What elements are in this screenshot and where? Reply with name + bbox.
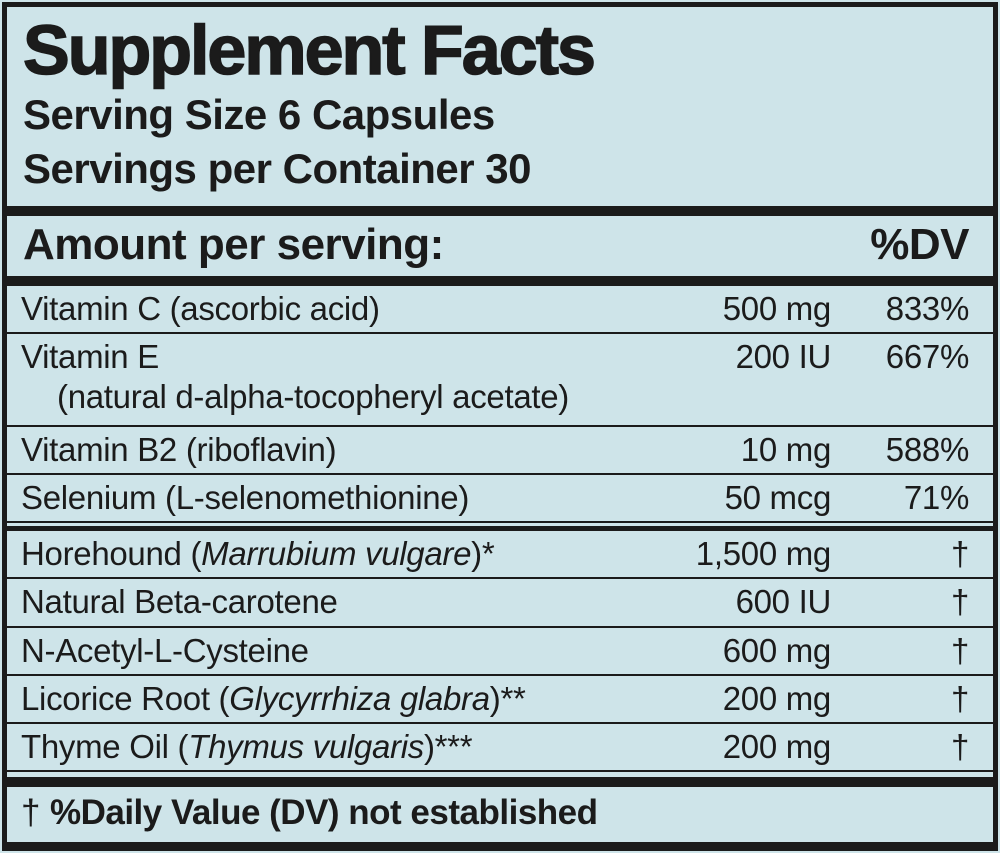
nutrient-dv: 833% [885, 289, 970, 327]
nutrient-name: Thyme Oil (Thymus vulgaris)*** [21, 727, 651, 767]
nutrient-dv: † [950, 583, 969, 621]
nutrient-name: Vitamin E [21, 337, 651, 377]
nutrient-amount: 500 mg [722, 289, 832, 327]
dagger-symbol: † [21, 793, 40, 833]
nutrient-dv: † [950, 728, 969, 766]
nutrient-name-text: Natural Beta-carotene [21, 583, 338, 621]
nutrient-name: Vitamin B2 (riboflavin) [21, 430, 651, 470]
row-line: Licorice Root (Glycyrrhiza glabra)** 200… [21, 679, 969, 719]
nutrient-name: Licorice Root (Glycyrrhiza glabra)** [21, 679, 651, 719]
nutrient-amount: 10 mg [740, 430, 832, 468]
nutrient-name-suffix: )* [471, 535, 495, 573]
medium-rule [7, 521, 993, 532]
serving-size: Serving Size 6 Capsules [23, 91, 495, 139]
nutrient-amount: 200 IU [735, 338, 832, 376]
nutrient-dv: 667% [885, 338, 970, 376]
nutrient-name: N-Acetyl-L-Cysteine [21, 631, 651, 671]
nutrient-name: Natural Beta-carotene [21, 582, 651, 622]
dv-column-header: %DV [870, 219, 969, 269]
nutrient-row-licorice: Licorice Root (Glycyrrhiza glabra)** 200… [7, 676, 993, 725]
nutrient-name-suffix: )** [489, 679, 526, 717]
thick-rule [7, 205, 993, 216]
footer-rule [7, 770, 993, 788]
nutrient-amount: 600 IU [735, 583, 832, 621]
column-header-row: Amount per serving: %DV [7, 216, 993, 276]
panel-title: Supplement Facts [22, 11, 596, 89]
nutrient-amount: 200 mg [722, 728, 832, 766]
nutrient-row-nac: N-Acetyl-L-Cysteine 600 mg † [7, 628, 993, 676]
row-line: Horehound (Marrubium vulgare)* 1,500 mg … [21, 534, 969, 574]
nutrient-dv: 71% [903, 478, 969, 516]
footnote: † %Daily Value (DV) not established [7, 787, 993, 842]
row-line: Thyme Oil (Thymus vulgaris)*** 200 mg † [21, 727, 969, 767]
nutrient-name-text: Thyme Oil ( [21, 728, 189, 766]
nutrient-dv: † [950, 535, 969, 573]
nutrient-name-text: Horehound ( [21, 535, 202, 573]
nutrient-name-text: Selenium (L-selenomethionine) [21, 478, 470, 516]
label-header: Supplement Facts Serving Size 6 Capsules… [7, 7, 993, 206]
row-line: Vitamin C (ascorbic acid) 500 mg 833% [21, 289, 969, 329]
nutrient-dv: † [950, 631, 969, 669]
nutrient-name-text: Licorice Root ( [21, 679, 230, 717]
nutrient-name-text: Vitamin E [21, 338, 159, 376]
row-line: Vitamin E 200 IU 667% [21, 337, 969, 377]
nutrient-name-italic: Thymus vulgaris [188, 728, 424, 766]
nutrient-row-horehound: Horehound (Marrubium vulgare)* 1,500 mg … [7, 531, 993, 580]
nutrient-dv: 588% [885, 430, 970, 468]
thick-rule [7, 275, 993, 286]
nutrient-name-italic: Marrubium vulgare [201, 535, 472, 573]
servings-per-container: Servings per Container 30 [23, 145, 532, 193]
nutrient-name: Selenium (L-selenomethionine) [21, 478, 651, 518]
nutrient-amount: 1,500 mg [695, 535, 832, 573]
nutrient-amount: 600 mg [722, 631, 832, 669]
amount-column-header: Amount per serving: [23, 219, 444, 269]
nutrient-name: Vitamin C (ascorbic acid) [21, 289, 651, 329]
nutrient-dv: † [950, 679, 969, 717]
row-line: Vitamin B2 (riboflavin) 10 mg 588% [21, 430, 969, 470]
nutrient-name-subline: (natural d-alpha-tocopheryl acetate) [57, 378, 569, 416]
nutrient-amount: 200 mg [722, 679, 832, 717]
nutrient-row-vitamin-e: Vitamin E 200 IU 667% (natural d-alpha-t… [7, 334, 993, 427]
nutrient-row-vitamin-c: Vitamin C (ascorbic acid) 500 mg 833% [7, 286, 993, 335]
nutrient-name-text: Vitamin B2 (riboflavin) [21, 430, 337, 468]
row-line: N-Acetyl-L-Cysteine 600 mg † [21, 631, 969, 671]
footnote-text: %Daily Value (DV) not established [49, 793, 598, 833]
nutrient-row-beta-carotene: Natural Beta-carotene 600 IU † [7, 579, 993, 628]
row-line: Natural Beta-carotene 600 IU † [21, 582, 969, 622]
nutrient-name-italic: Glycyrrhiza glabra [229, 679, 490, 717]
nutrient-name: Horehound (Marrubium vulgare)* [21, 534, 651, 574]
nutrient-name-text: Vitamin C (ascorbic acid) [21, 289, 380, 327]
row-line: Selenium (L-selenomethionine) 50 mcg 71% [21, 478, 969, 518]
nutrient-row-thyme-oil: Thyme Oil (Thymus vulgaris)*** 200 mg † [7, 724, 993, 770]
nutrient-row-selenium: Selenium (L-selenomethionine) 50 mcg 71% [7, 475, 993, 521]
nutrient-amount: 50 mcg [724, 478, 832, 516]
nutrient-name-text: N-Acetyl-L-Cysteine [21, 631, 309, 669]
nutrient-name-suffix: )*** [423, 728, 473, 766]
nutrient-row-vitamin-b2: Vitamin B2 (riboflavin) 10 mg 588% [7, 427, 993, 475]
